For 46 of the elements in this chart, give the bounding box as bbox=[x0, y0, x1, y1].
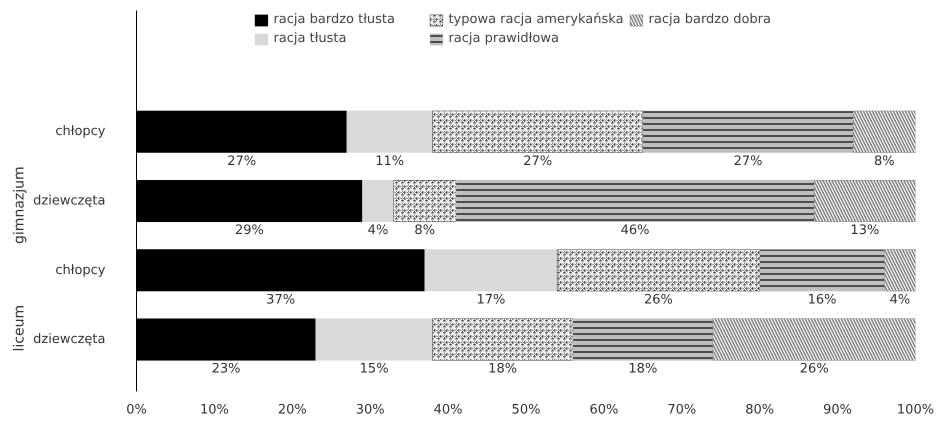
legend-label: racja prawidłowa bbox=[448, 31, 560, 46]
data-label: 29% bbox=[235, 223, 264, 238]
bar bbox=[315, 318, 433, 361]
y-tick-label: dziewczęta bbox=[33, 194, 106, 208]
legend-label: racja bardzo tłusta bbox=[273, 12, 396, 27]
data-label: 8% bbox=[874, 154, 895, 169]
data-label: 37% bbox=[266, 292, 296, 308]
x-tick-label: 90% bbox=[823, 402, 852, 418]
x-tick-label: 10% bbox=[200, 402, 229, 418]
data-label: 13% bbox=[850, 223, 880, 238]
data-label: 4% bbox=[890, 292, 910, 308]
data-label: 18% bbox=[488, 362, 518, 377]
x-tick-label: 50% bbox=[512, 402, 540, 418]
data-label: 18% bbox=[628, 362, 658, 377]
data-label: 23% bbox=[212, 362, 241, 377]
bar bbox=[424, 249, 558, 292]
data-label: 26% bbox=[644, 292, 673, 308]
legend-label: racja tłusta bbox=[273, 31, 348, 46]
bar bbox=[346, 110, 433, 153]
y-tick-label: chłopcy bbox=[55, 124, 106, 140]
x-tick-label: 0% bbox=[126, 402, 147, 418]
x-tick-label: 80% bbox=[745, 402, 774, 418]
data-label: 11% bbox=[375, 154, 404, 169]
legend-label: typowa racja amerykańska bbox=[448, 12, 624, 27]
data-label: 27% bbox=[523, 154, 552, 169]
x-tick-label: 20% bbox=[278, 402, 307, 418]
data-label: 16% bbox=[808, 292, 836, 308]
text: gimnazjum bbox=[12, 166, 28, 244]
x-tick-label: 60% bbox=[589, 402, 618, 418]
data-label: 27% bbox=[227, 154, 256, 169]
y-tick-label: dziewczęta bbox=[33, 332, 106, 348]
text: liceum bbox=[12, 304, 28, 352]
bar bbox=[362, 180, 394, 222]
x-tick-label: 30% bbox=[356, 402, 385, 418]
legend-label: racja bardzo dobra bbox=[648, 12, 772, 27]
y-tick-label: chłopcy bbox=[55, 262, 106, 278]
data-label: 17% bbox=[476, 292, 506, 308]
data-label: 4% bbox=[368, 223, 388, 238]
data-label: 15% bbox=[360, 362, 389, 377]
x-tick-label: 70% bbox=[667, 402, 696, 418]
x-tick-label: 40% bbox=[434, 402, 463, 418]
data-label: 27% bbox=[734, 154, 762, 169]
data-label: 26% bbox=[800, 362, 829, 377]
data-label: 46% bbox=[620, 223, 650, 238]
data-label: 8% bbox=[414, 223, 436, 238]
x-tick-label: 100% bbox=[896, 402, 934, 418]
